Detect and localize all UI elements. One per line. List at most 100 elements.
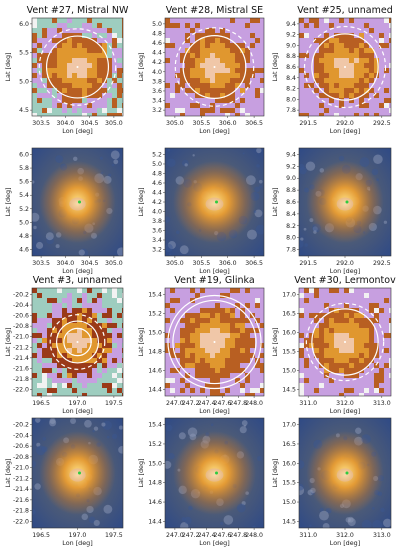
map-cell <box>117 68 122 73</box>
map-cell <box>97 38 102 43</box>
map-cell <box>250 343 255 348</box>
map-cell <box>92 108 97 113</box>
map-cell <box>299 308 304 313</box>
map-cell <box>32 333 37 338</box>
map-cell <box>225 353 230 358</box>
map-cell <box>245 58 250 63</box>
map-cell <box>47 73 52 78</box>
map-cell <box>359 98 364 103</box>
map-cell <box>52 373 57 378</box>
map-cell <box>359 48 364 53</box>
map-cell <box>374 368 379 373</box>
map-cell <box>344 93 349 98</box>
map-cell <box>324 43 329 48</box>
surface-texture <box>299 239 304 248</box>
map-cell <box>185 98 190 103</box>
map-cell <box>235 303 240 308</box>
map-cell <box>112 358 117 363</box>
map-cell <box>165 68 170 73</box>
map-cell <box>314 78 319 83</box>
map-cell <box>220 108 225 113</box>
map-cell <box>314 368 319 373</box>
map-cell <box>304 53 309 58</box>
map-cell <box>112 33 117 38</box>
map-cell <box>47 68 52 73</box>
map-cell <box>364 38 369 43</box>
map-cell <box>220 333 225 338</box>
map-cell <box>102 48 107 53</box>
map-cell <box>349 93 354 98</box>
map-cell <box>77 318 82 323</box>
map-cell <box>62 68 67 73</box>
map-cell <box>195 73 200 78</box>
map-cell <box>97 93 102 98</box>
map-cell <box>364 373 369 378</box>
map-cell <box>200 358 205 363</box>
map-cell <box>339 328 344 333</box>
panel-plot-area <box>299 288 391 396</box>
map-cell <box>117 108 122 113</box>
map-cell <box>175 43 180 48</box>
map-cell <box>299 338 304 343</box>
map-cell <box>42 363 47 368</box>
map-cell <box>374 363 379 368</box>
surface-texture <box>361 519 372 528</box>
map-cell <box>329 38 334 43</box>
map-cell <box>314 338 319 343</box>
map-cell <box>195 308 200 313</box>
map-cell <box>185 358 190 363</box>
map-cell <box>52 103 57 108</box>
map-cell <box>185 348 190 353</box>
map-cell <box>324 363 329 368</box>
map-cell <box>260 348 264 353</box>
map-cell <box>57 338 62 343</box>
map-cell <box>374 63 379 68</box>
map-cell <box>205 53 210 58</box>
map-cell <box>349 313 354 318</box>
map-cell <box>339 68 344 73</box>
map-cell <box>220 298 225 303</box>
map-cell <box>250 358 255 363</box>
map-cell <box>339 393 344 396</box>
map-cell <box>309 73 314 78</box>
map-cell <box>230 358 235 363</box>
map-cell <box>97 28 102 33</box>
map-cell <box>245 328 250 333</box>
surface-texture <box>84 419 92 428</box>
map-cell <box>235 308 240 313</box>
map-cell <box>255 43 260 48</box>
map-cell <box>245 318 250 323</box>
map-cell <box>334 348 339 353</box>
map-cell <box>190 373 195 378</box>
map-cell <box>37 348 42 353</box>
map-cell <box>92 103 97 108</box>
map-cell <box>389 68 391 73</box>
map-cell <box>349 383 354 388</box>
map-cell <box>190 338 195 343</box>
y-tick-label: 9.2 <box>286 32 296 39</box>
map-cell <box>215 333 220 338</box>
map-cell <box>165 48 170 53</box>
surface-texture <box>92 429 95 433</box>
map-cell <box>245 113 250 116</box>
map-cell <box>354 113 359 116</box>
surface-texture <box>165 460 172 469</box>
map-cell <box>165 348 170 353</box>
map-cell <box>185 318 190 323</box>
map-cell <box>112 338 117 343</box>
x-axis-label: Lon [deg] <box>62 127 92 135</box>
surface-texture <box>191 418 196 421</box>
map-cell <box>170 353 175 358</box>
map-cell <box>255 48 260 53</box>
map-cell <box>339 48 344 53</box>
map-cell <box>344 58 349 63</box>
map-cell <box>314 88 319 93</box>
map-cell <box>205 308 210 313</box>
map-cell <box>72 358 77 363</box>
map-cell <box>32 68 37 73</box>
map-cell <box>230 368 235 373</box>
map-cell <box>329 83 334 88</box>
y-tick-label: 16.0 <box>282 329 296 336</box>
map-cell <box>369 88 374 93</box>
